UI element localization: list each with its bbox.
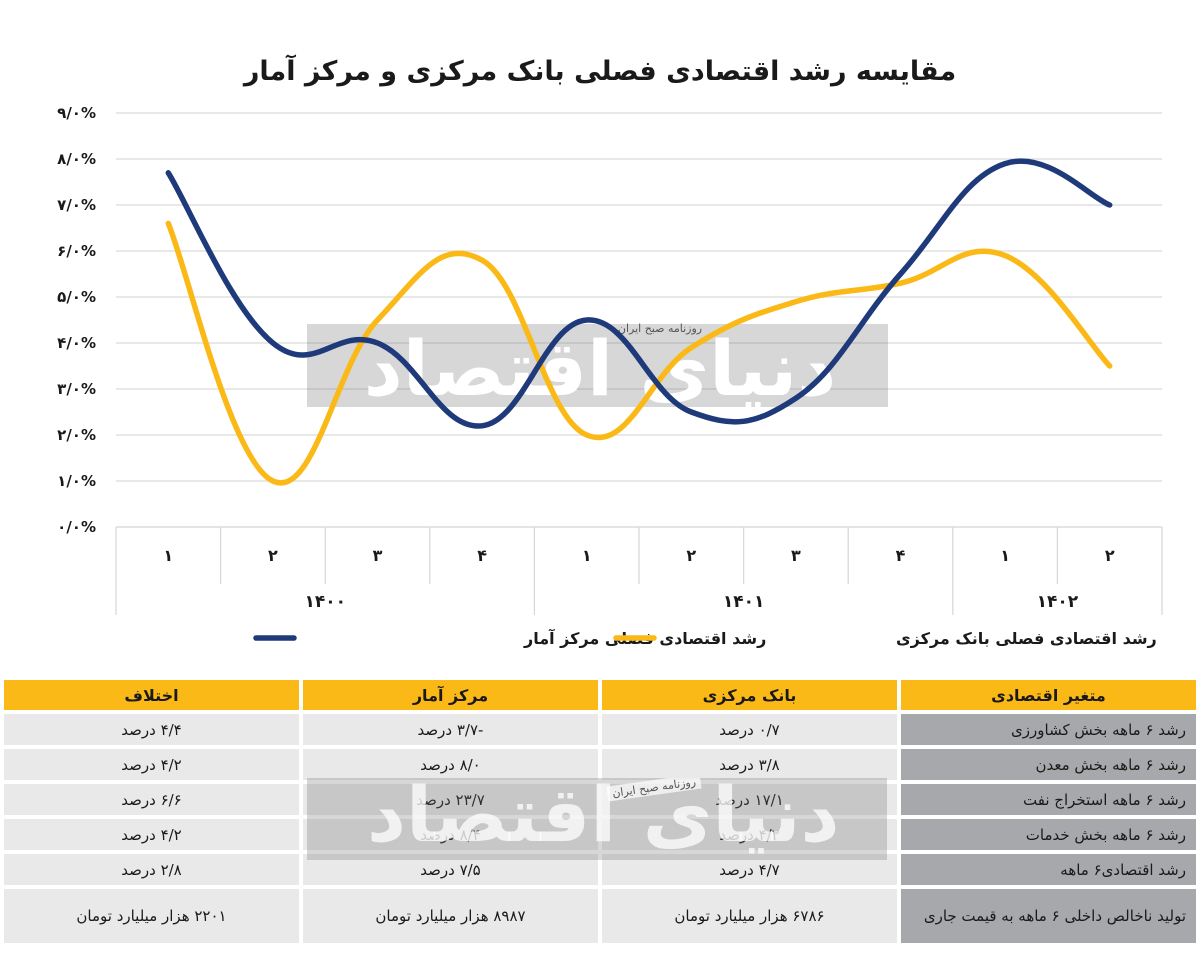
y-tick-label: ۶/۰% — [57, 242, 96, 260]
legend-label: رشد اقتصادی فصلی بانک مرکزی — [896, 629, 1157, 648]
table-row: رشد ۶ ماهه بخش کشاورزی ۰/۷ درصد -۳/۷ درص… — [4, 714, 1196, 745]
table-row: رشد ۶ ماهه بخش معدن ۳/۸ درصد ۸/۰ درصد ۴/… — [4, 749, 1196, 780]
y-tick-label: ۷/۰% — [57, 196, 96, 214]
x-tick-label: ۳ — [373, 546, 383, 565]
year-label: ۱۴۰۱ — [723, 592, 765, 612]
row-central-bank: ۳/۸ درصد — [602, 749, 897, 780]
watermark-text: دنیای اقتصاد — [364, 324, 836, 413]
y-tick-label: ۰/۰% — [57, 518, 96, 536]
table-row: رشد اقتصادی۶ ماهه ۴/۷ درصد ۷/۵ درصد ۲/۸ … — [4, 854, 1196, 885]
y-tick-label: ۵/۰% — [57, 288, 96, 306]
row-difference: ۲۲۰۱ هزار میلیارد تومان — [4, 889, 299, 943]
row-difference: ۴/۲ درصد — [4, 749, 299, 780]
x-tick-label: ۴ — [896, 546, 906, 565]
x-tick-label: ۲ — [686, 546, 696, 565]
x-tick-label: ۱ — [1000, 546, 1010, 565]
y-tick-label: ۸/۰% — [57, 150, 96, 168]
table-header-row: متغیر اقتصادی بانک مرکزی مرکز آمار اختلا… — [4, 680, 1196, 710]
x-tick-label: ۱ — [163, 546, 173, 565]
y-tick-label: ۱/۰% — [57, 472, 96, 490]
row-statistics-center: ۸/۴ درصد — [303, 819, 598, 850]
y-tick-label: ۹/۰% — [57, 104, 96, 122]
row-statistics-center: ۸۹۸۷ هزار میلیارد تومان — [303, 889, 598, 943]
row-variable: رشد ۶ ماهه استخراج نفت — [901, 784, 1196, 815]
row-difference: ۲/۸ درصد — [4, 854, 299, 885]
row-variable: رشد اقتصادی۶ ماهه — [901, 854, 1196, 885]
row-variable: رشد ۶ ماهه بخش کشاورزی — [901, 714, 1196, 745]
year-label: ۱۴۰۲ — [1037, 592, 1079, 612]
row-difference: ۴/۴ درصد — [4, 714, 299, 745]
x-tick-label: ۴ — [477, 546, 487, 565]
watermark: دنیای اقتصاد روزنامه صبح ایران — [307, 322, 888, 413]
row-variable: رشد ۶ ماهه بخش معدن — [901, 749, 1196, 780]
x-tick-label: ۱ — [582, 546, 592, 565]
line-chart: مقایسه رشد اقتصادی فصلی بانک مرکزی و مرک… — [57, 54, 1163, 648]
table-watermark: دنیای اقتصاد روزنامه صبح ایران — [307, 778, 887, 860]
header-statistics-center: مرکز آمار — [303, 680, 598, 710]
watermark-tag: روزنامه صبح ایران — [618, 322, 702, 335]
header-variable: متغیر اقتصادی — [901, 680, 1196, 710]
series-line-statistics-center — [165, 158, 1113, 429]
header-central-bank: بانک مرکزی — [602, 680, 897, 710]
row-central-bank: ۶۷۸۶ هزار میلیارد تومان — [602, 889, 897, 943]
table-row: تولید ناخالص داخلی ۶ ماهه به قیمت جاری ۶… — [4, 889, 1196, 943]
row-variable: تولید ناخالص داخلی ۶ ماهه به قیمت جاری — [901, 889, 1196, 943]
row-difference: ۶/۶ درصد — [4, 784, 299, 815]
table-row: رشد ۶ ماهه بخش خدمات ۴/۲ درصد ۸/۴ درصد ۴… — [4, 819, 1196, 850]
y-tick-label: ۴/۰% — [57, 334, 96, 352]
table-watermark-text: دنیای اقتصاد — [367, 778, 840, 859]
year-label: ۱۴۰۰ — [304, 592, 346, 612]
row-statistics-center: ۷/۵ درصد — [303, 854, 598, 885]
row-central-bank: ۰/۷ درصد — [602, 714, 897, 745]
x-tick-label: ۳ — [791, 546, 801, 565]
row-central-bank: ۴/۷ درصد — [602, 854, 897, 885]
y-tick-label: ۲/۰% — [57, 426, 96, 444]
header-difference: اختلاف — [4, 680, 299, 710]
series-line-central-bank — [165, 220, 1113, 486]
row-statistics-center: ۲۳/۷ درصد — [303, 784, 598, 815]
row-variable: رشد ۶ ماهه بخش خدمات — [901, 819, 1196, 850]
table-row: رشد ۶ ماهه استخراج نفت ۱۷/۱ درصد ۲۳/۷ در… — [4, 784, 1196, 815]
y-tick-label: ۳/۰% — [57, 380, 96, 398]
x-tick-label: ۲ — [268, 546, 278, 565]
chart-title: مقایسه رشد اقتصادی فصلی بانک مرکزی و مرک… — [242, 54, 956, 87]
x-tick-label: ۲ — [1105, 546, 1115, 565]
row-central-bank: ۴/۲ درصد — [602, 819, 897, 850]
row-statistics-center: ۸/۰ درصد — [303, 749, 598, 780]
row-statistics-center: -۳/۷ درصد — [303, 714, 598, 745]
row-difference: ۴/۲ درصد — [4, 819, 299, 850]
comparison-table: متغیر اقتصادی بانک مرکزی مرکز آمار اختلا… — [0, 676, 1200, 947]
